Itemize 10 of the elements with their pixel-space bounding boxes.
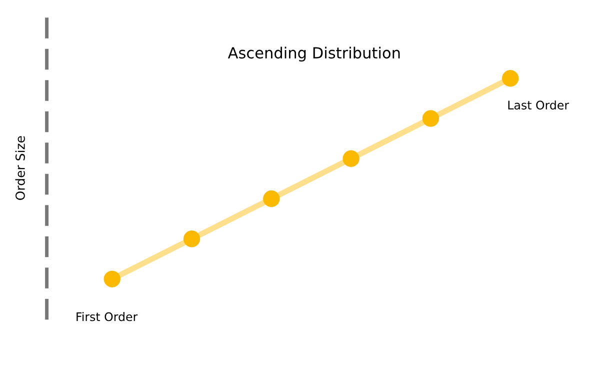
text: First Order bbox=[76, 312, 138, 322]
point bbox=[502, 70, 519, 87]
point bbox=[342, 150, 360, 167]
point bbox=[263, 190, 280, 208]
point bbox=[104, 270, 120, 288]
annotation: Last Order bbox=[508, 100, 570, 110]
point bbox=[183, 230, 200, 248]
y-axis-title: Order Size bbox=[15, 136, 25, 200]
chart-title: Ascending Distribution bbox=[228, 46, 400, 62]
point bbox=[422, 110, 440, 127]
